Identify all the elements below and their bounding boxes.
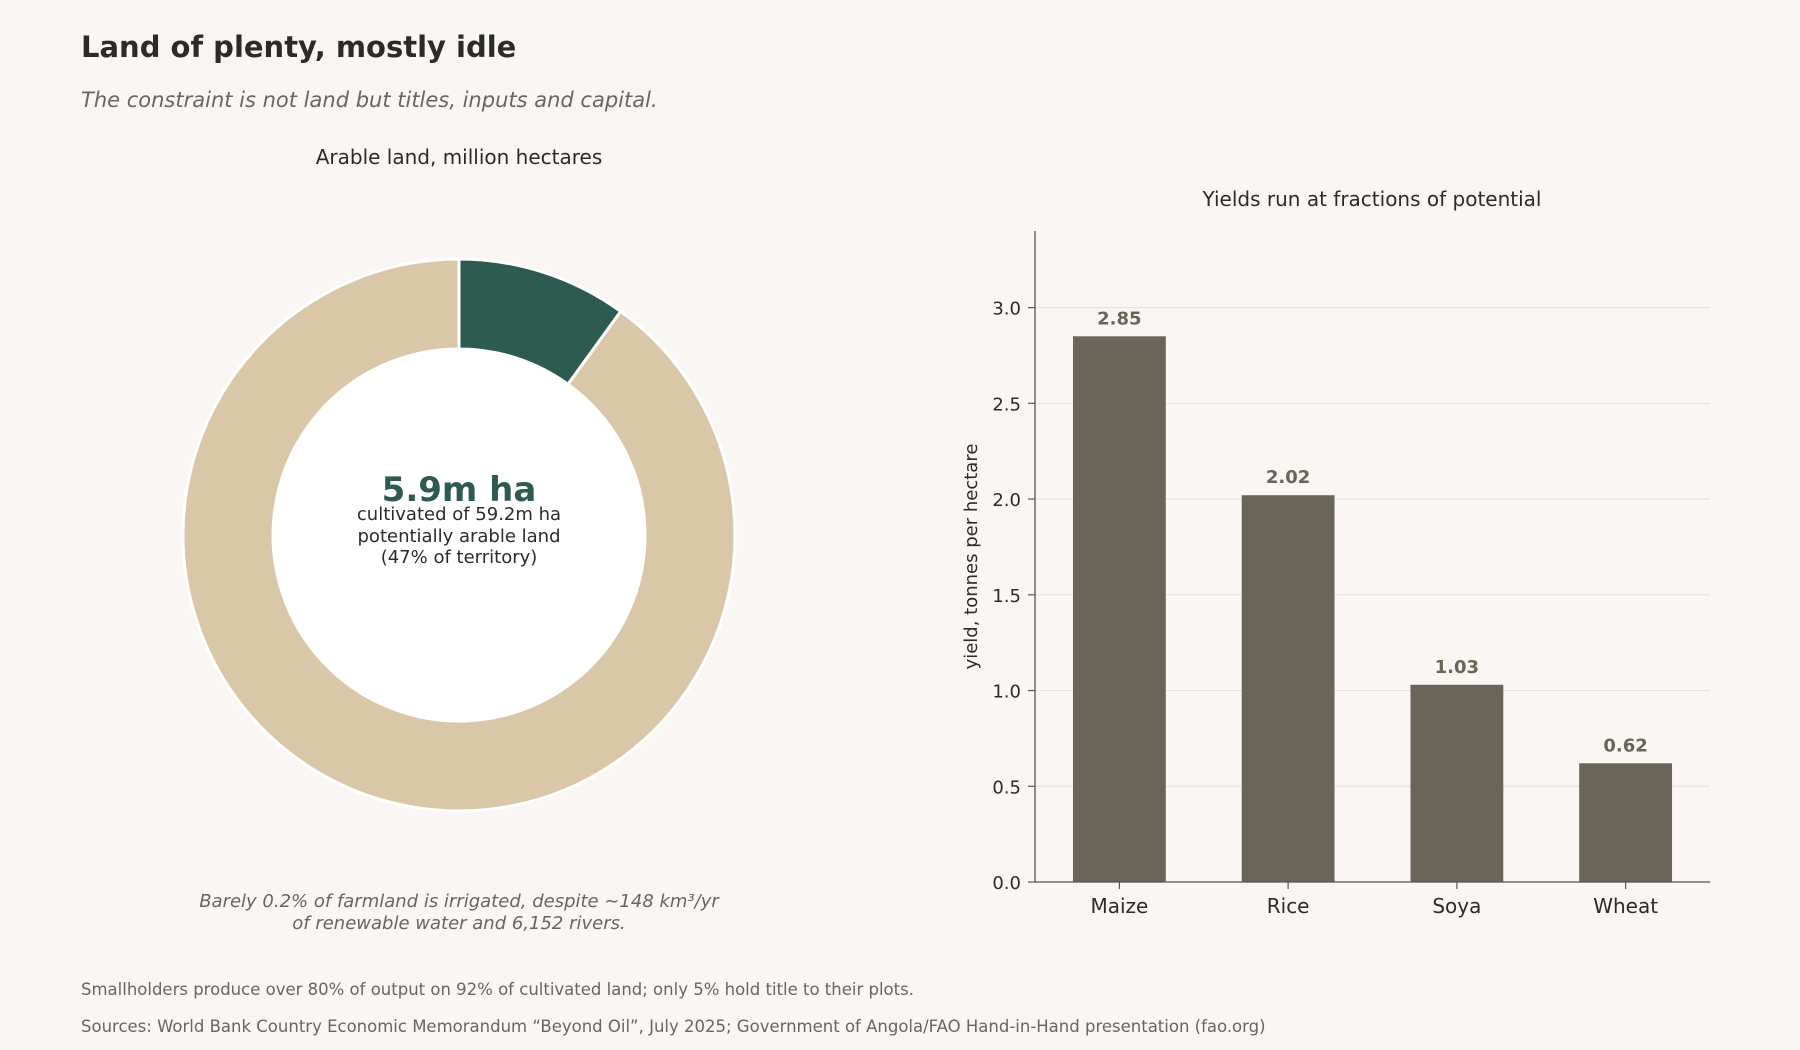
bar-x-tick-label: Rice [1267,894,1310,918]
bar-x-tick-label: Maize [1090,894,1148,918]
bar-chart-title: Yields run at fractions of potential [1202,187,1542,211]
bar-soya [1410,684,1504,882]
donut-hole [274,350,644,720]
bar-chart: Yields run at fractions of potential 0.0… [961,187,1710,918]
footnote-sources: Sources: World Bank Country Economic Mem… [81,1017,1266,1036]
bar-wheat [1579,763,1673,882]
bar-maize [1072,336,1166,882]
bar-y-tick-label: 0.5 [992,777,1021,798]
bar-x-tick-label: Soya [1432,894,1481,918]
donut-chart: Arable land, million hectares 5.9m ha cu… [181,145,737,934]
bar-y-tick-label: 2.0 [992,490,1021,511]
bar-y-axis-ticks: 0.0 0.5 1.0 1.5 2.0 2.5 3.0 [992,299,1035,894]
donut-center-headline: 5.9m ha [382,470,537,510]
bar-y-tick-label: 1.0 [992,682,1021,703]
bar-x-axis-ticks: Maize Rice Soya Wheat [1090,882,1658,918]
bar-y-tick-label: 2.5 [992,394,1021,415]
donut-center-line-2: potentially arable land [358,526,561,547]
donut-slices [181,257,737,813]
page-subtitle: The constraint is not land but titles, i… [81,88,658,112]
donut-caption-line-1: Barely 0.2% of farmland is irrigated, de… [199,891,720,912]
bar-data-label: 0.62 [1603,735,1647,756]
bar-data-label: 2.85 [1097,308,1141,329]
donut-slice-uncultivated [181,257,737,813]
bar-data-label: 1.03 [1435,657,1479,678]
bar-y-tick-label: 1.5 [992,586,1021,607]
bar-y-tick-label: 0.0 [992,873,1021,894]
bar-series: 2.85 2.02 1.03 0.62 [1072,308,1673,882]
footnote-smallholders: Smallholders produce over 80% of output … [81,980,914,999]
bar-x-tick-label: Wheat [1593,894,1658,918]
donut-center-line-1: cultivated of 59.2m ha [357,504,561,525]
donut-center-line-3: (47% of territory) [381,547,538,568]
donut-title: Arable land, million hectares [316,145,603,169]
bar-y-tick-label: 3.0 [992,299,1021,320]
bar-rice [1241,495,1335,882]
bar-y-axis-label: yield, tonnes per hectare [961,444,982,670]
bar-data-label: 2.02 [1266,467,1310,488]
donut-caption-line-2: of renewable water and 6,152 rivers. [292,913,625,934]
page-title: Land of plenty, mostly idle [81,30,517,64]
